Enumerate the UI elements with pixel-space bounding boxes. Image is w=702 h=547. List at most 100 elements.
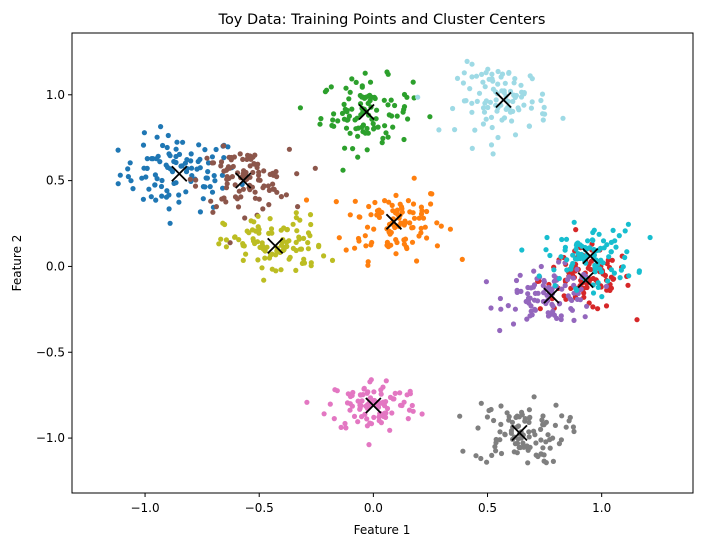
data-point: [352, 198, 358, 204]
data-point: [209, 189, 216, 195]
data-point: [571, 428, 577, 435]
data-point: [547, 445, 553, 451]
data-point: [469, 100, 475, 106]
data-point: [308, 260, 314, 266]
data-point: [602, 272, 609, 279]
data-point: [350, 146, 356, 152]
data-point: [290, 221, 296, 227]
data-point: [513, 414, 519, 420]
data-point: [457, 413, 463, 419]
data-point: [365, 100, 371, 106]
data-point: [497, 437, 503, 443]
data-point: [498, 403, 504, 409]
data-point: [514, 450, 520, 456]
data-point: [434, 243, 440, 249]
data-point: [380, 384, 386, 390]
data-point: [290, 245, 296, 251]
data-point: [351, 413, 358, 419]
data-point: [328, 84, 334, 90]
data-point: [338, 424, 344, 430]
cluster-center-marker: [267, 237, 284, 254]
data-point: [603, 303, 610, 309]
data-point: [305, 246, 311, 252]
data-point: [469, 145, 475, 151]
data-point: [372, 199, 378, 206]
data-point: [570, 260, 576, 267]
data-point: [570, 275, 576, 281]
data-point: [359, 124, 365, 130]
data-point: [409, 225, 415, 231]
data-point: [563, 236, 570, 242]
data-point: [405, 198, 411, 204]
data-point: [269, 251, 275, 257]
data-point: [416, 215, 422, 221]
data-point: [340, 167, 346, 173]
data-point: [373, 116, 379, 122]
points-layer: [115, 58, 653, 466]
data-point: [141, 130, 147, 136]
data-point: [349, 106, 355, 112]
data-point: [495, 68, 501, 75]
data-point: [428, 191, 434, 197]
data-point: [164, 144, 170, 151]
data-point: [484, 459, 490, 465]
data-point: [283, 192, 289, 198]
data-point: [488, 114, 495, 120]
data-point: [537, 306, 543, 312]
data-point: [345, 117, 351, 123]
data-point: [359, 84, 365, 90]
data-point: [334, 388, 340, 394]
data-point: [497, 295, 503, 302]
cluster-6-points: [304, 377, 425, 448]
data-point: [294, 228, 300, 234]
data-point: [525, 447, 531, 453]
data-point: [512, 306, 519, 312]
data-point: [140, 142, 147, 148]
data-point: [607, 287, 613, 293]
data-point: [247, 187, 253, 193]
data-point: [463, 98, 469, 104]
data-point: [204, 155, 210, 161]
data-point: [344, 109, 350, 115]
data-point: [202, 147, 208, 153]
data-point: [510, 321, 517, 327]
data-point: [411, 215, 418, 221]
data-point: [176, 192, 182, 198]
y-tick-label: 0.0: [46, 259, 65, 273]
data-point: [489, 71, 495, 77]
data-point: [270, 181, 276, 187]
data-point: [256, 230, 262, 236]
data-point: [528, 285, 534, 291]
data-point: [148, 194, 154, 200]
x-axis-label: Feature 1: [354, 523, 411, 537]
data-point: [498, 306, 504, 312]
data-point: [608, 249, 614, 255]
data-point: [479, 71, 485, 77]
data-point: [562, 282, 568, 289]
data-point: [428, 201, 434, 207]
data-point: [544, 234, 550, 241]
data-point: [210, 209, 216, 215]
data-point: [347, 212, 353, 218]
data-point: [585, 238, 591, 244]
data-point: [115, 181, 121, 187]
data-point: [207, 184, 213, 190]
data-point: [209, 160, 215, 166]
data-point: [331, 416, 337, 422]
data-point: [205, 169, 211, 175]
data-point: [551, 312, 558, 318]
data-point: [617, 275, 623, 281]
data-point: [366, 442, 372, 448]
data-point: [568, 266, 574, 272]
data-point: [498, 450, 505, 457]
data-point: [244, 156, 250, 162]
data-point: [404, 94, 410, 100]
data-point: [173, 146, 179, 152]
x-tick-label: 0.5: [478, 501, 497, 515]
data-point: [393, 237, 399, 243]
data-point: [540, 282, 546, 289]
data-point: [164, 188, 170, 194]
data-point: [480, 121, 486, 127]
cluster-9-points: [519, 219, 653, 300]
